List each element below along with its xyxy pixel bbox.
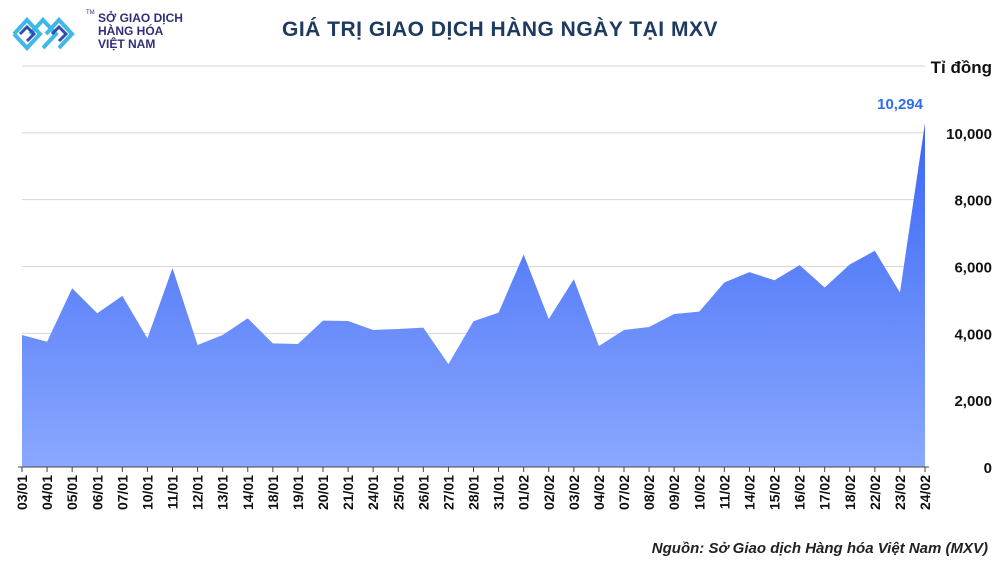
y-tick-label: 0 <box>984 460 992 477</box>
x-tick-label: 14/02 <box>741 475 757 510</box>
y-tick-label: 8,000 <box>954 193 992 210</box>
x-tick-label: 13/01 <box>215 475 231 510</box>
x-tick-label: 07/01 <box>114 475 130 510</box>
x-tick-label: 18/01 <box>265 475 281 510</box>
x-tick-label: 27/01 <box>440 475 456 510</box>
x-tick-label: 10/01 <box>139 475 155 510</box>
y-tick-label: 6,000 <box>954 260 992 277</box>
logo-line-3: VIỆT NAM <box>98 37 156 51</box>
mxv-logo-icon <box>12 17 75 51</box>
x-tick-label: 09/02 <box>666 475 682 510</box>
peak-value-label: 10,294 <box>877 96 924 113</box>
x-tick-label: 18/02 <box>842 475 858 510</box>
x-tick-label: 23/02 <box>892 475 908 510</box>
x-tick-label: 21/01 <box>340 475 356 510</box>
y-tick-label: 2,000 <box>954 393 992 410</box>
logo-text: SỞ GIAO DỊCH HÀNG HÓA VIỆT NAM <box>98 12 183 51</box>
x-tick-label: 19/01 <box>290 475 306 510</box>
x-axis <box>18 466 929 472</box>
x-tick-label: 26/01 <box>415 475 431 510</box>
x-tick-label: 20/01 <box>315 475 331 510</box>
x-axis-tick-labels: 03/01 04/01 05/01 06/01 07/01 10/01 11/01 12/01… <box>14 475 933 510</box>
x-tick-label: 22/02 <box>867 475 883 510</box>
logo-line-2: HÀNG HÓA <box>98 24 164 38</box>
x-tick-label: 17/02 <box>817 475 833 510</box>
source-note: Nguồn: Sở Giao dịch Hàng hóa Việt Nam (M… <box>651 540 988 557</box>
x-tick-label: 24/01 <box>365 475 381 510</box>
x-tick-label: 10/02 <box>691 475 707 510</box>
y-axis-unit-label: Tỉ đồng <box>930 58 992 77</box>
x-tick-label: 31/01 <box>491 475 507 510</box>
y-tick-label: 10,000 <box>946 126 992 143</box>
x-tick-label: 06/01 <box>89 475 105 510</box>
x-tick-label: 14/01 <box>240 475 256 510</box>
trademark-mark: TM <box>86 10 95 16</box>
x-tick-label: 12/01 <box>190 475 206 510</box>
annotations: 10,294 <box>877 96 924 113</box>
x-tick-label: 11/02 <box>716 475 732 509</box>
x-tick-label: 28/01 <box>466 475 482 510</box>
x-tick-label: 03/01 <box>14 475 30 510</box>
x-tick-label: 04/02 <box>591 475 607 510</box>
x-tick-label: 08/02 <box>641 475 657 510</box>
x-tick-label: 02/02 <box>541 475 557 510</box>
x-tick-label: 01/02 <box>516 475 532 510</box>
y-axis-tick-labels: 0 2,000 4,000 6,000 8,000 10,000 <box>946 126 992 477</box>
x-tick-label: 03/02 <box>566 475 582 510</box>
x-tick-label: 07/02 <box>616 475 632 510</box>
chart-title: GIÁ TRỊ GIAO DỊCH HÀNG NGÀY TẠI MXV <box>282 18 718 41</box>
x-tick-label: 04/01 <box>39 475 55 510</box>
series-area <box>22 123 925 467</box>
x-tick-label: 25/01 <box>390 475 406 510</box>
x-tick-label: 16/02 <box>792 475 808 510</box>
logo-line-1: SỞ GIAO DỊCH <box>98 11 183 25</box>
x-tick-label: 05/01 <box>64 475 80 510</box>
x-tick-label: 24/02 <box>917 475 933 510</box>
x-tick-label: 15/02 <box>767 475 783 510</box>
x-tick-label: 11/01 <box>165 475 181 509</box>
logo: TM SỞ GIAO DỊCH HÀNG HÓA VIỆT NAM <box>10 10 210 60</box>
y-tick-label: 4,000 <box>954 326 992 343</box>
